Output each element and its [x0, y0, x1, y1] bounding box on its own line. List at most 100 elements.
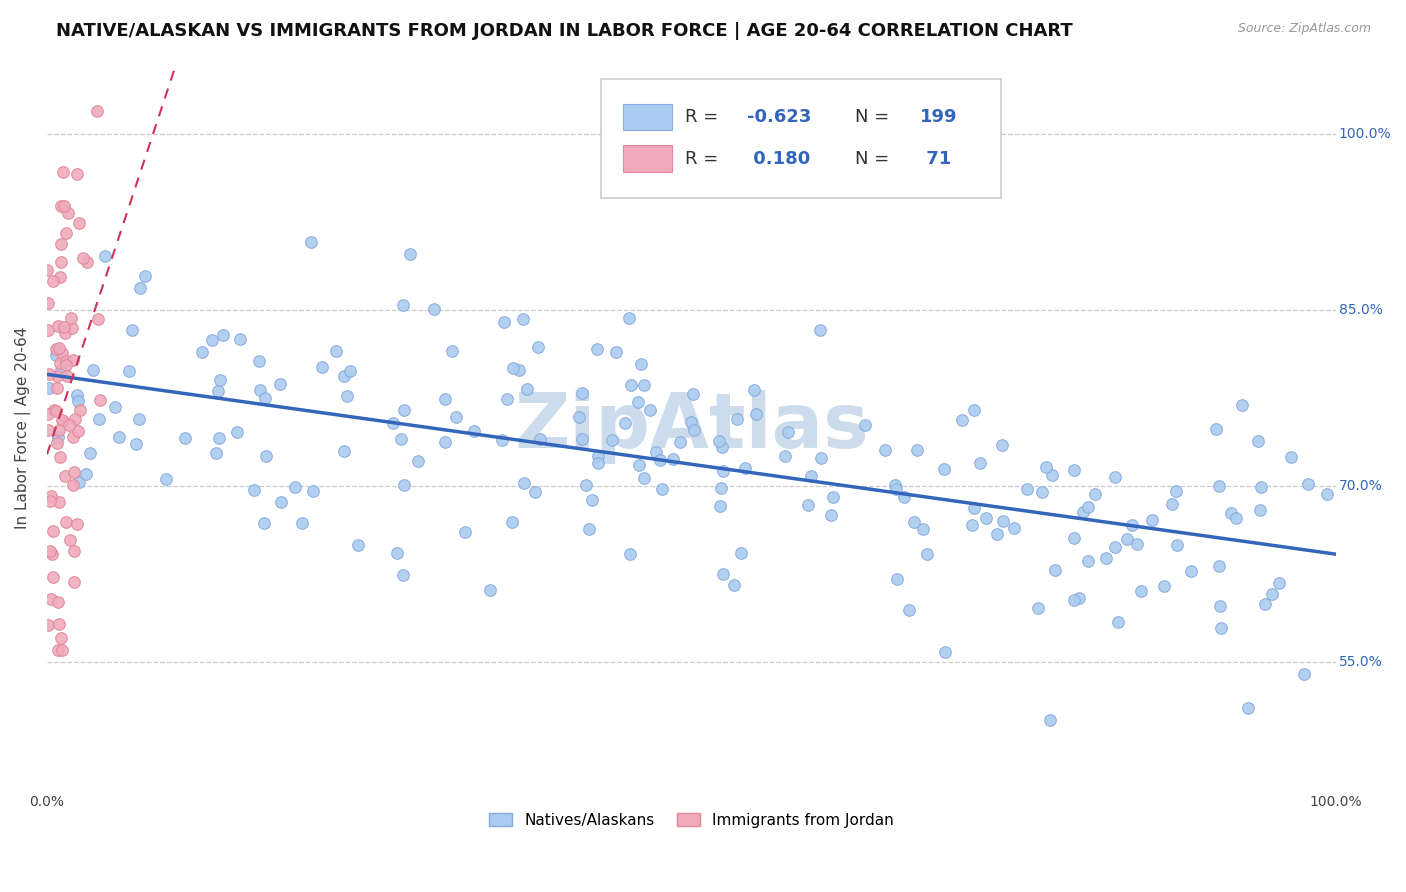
Point	[662, 451, 685, 466]
Point	[382, 416, 405, 430]
Point	[578, 522, 600, 536]
Point	[76, 254, 98, 268]
Point	[513, 475, 536, 490]
Point	[491, 433, 513, 447]
Point	[62, 353, 84, 368]
Point	[208, 431, 231, 445]
Point	[1084, 486, 1107, 500]
Point	[650, 453, 672, 467]
Point	[986, 527, 1008, 541]
Point	[742, 383, 765, 397]
Point	[72, 251, 94, 265]
Point	[118, 364, 141, 378]
Point	[249, 383, 271, 397]
Point	[744, 408, 766, 422]
Text: 85.0%: 85.0%	[1339, 303, 1382, 318]
Point	[1249, 503, 1271, 517]
Point	[875, 442, 897, 457]
Point	[89, 393, 111, 408]
Legend: Natives/Alaskans, Immigrants from Jordan: Natives/Alaskans, Immigrants from Jordan	[481, 805, 901, 835]
Point	[575, 477, 598, 491]
Point	[423, 302, 446, 317]
Point	[53, 469, 76, 483]
Point	[1077, 554, 1099, 568]
Point	[884, 482, 907, 496]
Point	[1017, 482, 1039, 496]
Point	[59, 533, 82, 548]
Point	[605, 345, 627, 359]
Point	[1116, 532, 1139, 546]
Point	[46, 436, 69, 450]
Point	[917, 547, 939, 561]
Point	[683, 423, 706, 437]
Text: ZipAtlas: ZipAtlas	[515, 391, 869, 465]
Point	[571, 386, 593, 401]
Point	[66, 517, 89, 532]
Point	[48, 617, 70, 632]
Point	[325, 344, 347, 359]
Point	[440, 344, 463, 359]
Text: Source: ZipAtlas.com: Source: ZipAtlas.com	[1237, 22, 1371, 36]
Point	[778, 425, 800, 439]
Point	[302, 484, 325, 499]
Point	[586, 456, 609, 470]
Point	[55, 358, 77, 372]
Y-axis label: In Labor Force | Age 20-64: In Labor Force | Age 20-64	[15, 326, 31, 529]
Point	[66, 388, 89, 402]
Point	[49, 450, 72, 464]
Point	[205, 445, 228, 459]
Point	[55, 326, 77, 340]
Point	[42, 402, 65, 417]
Point	[65, 412, 87, 426]
Point	[454, 524, 477, 539]
Point	[1035, 459, 1057, 474]
Point	[1077, 500, 1099, 514]
Point	[42, 275, 65, 289]
Point	[1031, 485, 1053, 500]
Point	[392, 568, 415, 582]
Point	[1294, 667, 1316, 681]
Point	[38, 493, 60, 508]
Point	[107, 430, 129, 444]
Point	[969, 456, 991, 470]
Point	[508, 363, 530, 377]
Point	[808, 323, 831, 337]
Point	[568, 410, 591, 425]
Text: 199: 199	[920, 108, 957, 126]
Point	[46, 318, 69, 333]
Point	[821, 490, 844, 504]
Point	[173, 431, 195, 445]
Point	[41, 570, 63, 584]
Point	[37, 407, 59, 421]
Point	[247, 354, 270, 368]
Point	[633, 471, 655, 485]
Point	[56, 206, 79, 220]
Point	[1094, 550, 1116, 565]
Point	[93, 249, 115, 263]
Point	[1140, 513, 1163, 527]
Point	[67, 424, 90, 438]
Point	[613, 417, 636, 431]
Point	[39, 544, 62, 558]
Point	[347, 538, 370, 552]
Point	[82, 363, 104, 377]
Point	[45, 342, 67, 356]
Point	[79, 445, 101, 459]
Point	[492, 315, 515, 329]
Text: -0.623: -0.623	[747, 108, 811, 126]
Point	[89, 411, 111, 425]
Point	[55, 516, 77, 530]
Point	[934, 462, 956, 476]
Point	[707, 434, 730, 449]
Point	[1296, 477, 1319, 491]
Point	[905, 442, 928, 457]
Point	[104, 401, 127, 415]
Point	[46, 368, 69, 383]
FancyBboxPatch shape	[602, 78, 1001, 198]
Point	[48, 643, 70, 657]
Point	[121, 323, 143, 337]
Point	[333, 369, 356, 384]
Point	[638, 402, 661, 417]
Point	[55, 354, 77, 368]
Point	[38, 381, 60, 395]
